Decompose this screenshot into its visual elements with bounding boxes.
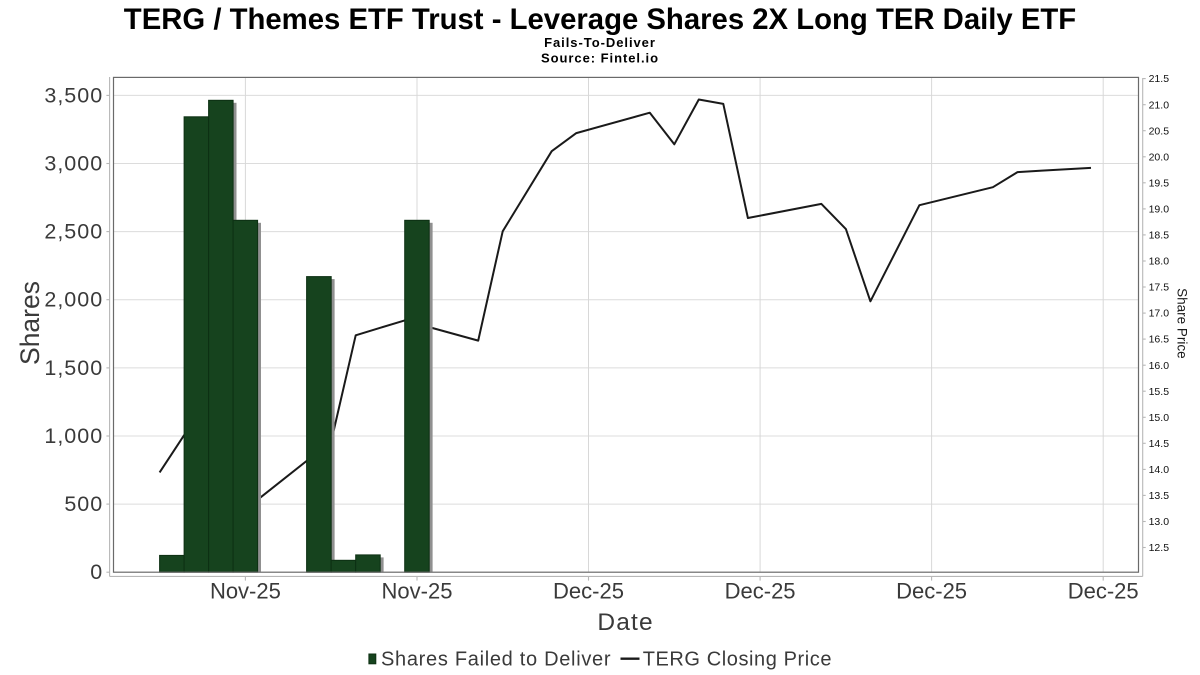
svg-text:20.5: 20.5 [1149,125,1170,137]
svg-text:18.0: 18.0 [1149,256,1170,268]
svg-text:Dec-25: Dec-25 [725,579,796,604]
svg-text:Source: Fintel.io: Source: Fintel.io [541,51,659,66]
svg-text:17.0: 17.0 [1149,308,1170,320]
svg-text:Nov-25: Nov-25 [382,579,453,604]
svg-text:16.5: 16.5 [1149,334,1170,346]
svg-text:16.0: 16.0 [1149,360,1170,372]
svg-text:2,500: 2,500 [44,220,103,244]
svg-text:Dec-25: Dec-25 [553,579,624,604]
svg-text:Shares Failed to Deliver: Shares Failed to Deliver [381,649,611,671]
svg-text:20.0: 20.0 [1149,151,1170,163]
svg-text:15.0: 15.0 [1149,412,1170,424]
svg-text:3,500: 3,500 [44,83,103,107]
svg-text:19.5: 19.5 [1149,177,1170,189]
svg-text:Dec-25: Dec-25 [1068,579,1139,604]
svg-text:19.0: 19.0 [1149,204,1170,216]
svg-text:0: 0 [90,560,103,584]
svg-text:14.5: 14.5 [1149,438,1170,450]
svg-text:Share Price: Share Price [1174,288,1189,359]
svg-text:Shares: Shares [15,281,45,365]
svg-text:17.5: 17.5 [1149,282,1170,294]
svg-text:12.5: 12.5 [1149,542,1170,554]
svg-text:Date: Date [597,609,654,636]
svg-text:Nov-25: Nov-25 [210,579,281,604]
svg-text:18.5: 18.5 [1149,230,1170,242]
svg-text:3,000: 3,000 [44,152,103,176]
svg-text:2,000: 2,000 [44,288,103,312]
svg-text:500: 500 [64,492,103,516]
svg-text:TERG / Themes ETF Trust - Leve: TERG / Themes ETF Trust - Leverage Share… [124,3,1076,36]
svg-text:21.0: 21.0 [1149,99,1170,111]
svg-text:13.5: 13.5 [1149,490,1170,502]
svg-text:13.0: 13.0 [1149,516,1170,528]
svg-text:TERG Closing Price: TERG Closing Price [643,649,832,671]
svg-text:21.5: 21.5 [1149,73,1170,85]
svg-text:1,000: 1,000 [44,424,103,448]
svg-text:Dec-25: Dec-25 [896,579,967,604]
svg-text:1,500: 1,500 [44,356,103,380]
svg-text:Fails-To-Deliver: Fails-To-Deliver [544,35,656,50]
svg-text:15.5: 15.5 [1149,386,1170,398]
svg-text:14.0: 14.0 [1149,464,1170,476]
